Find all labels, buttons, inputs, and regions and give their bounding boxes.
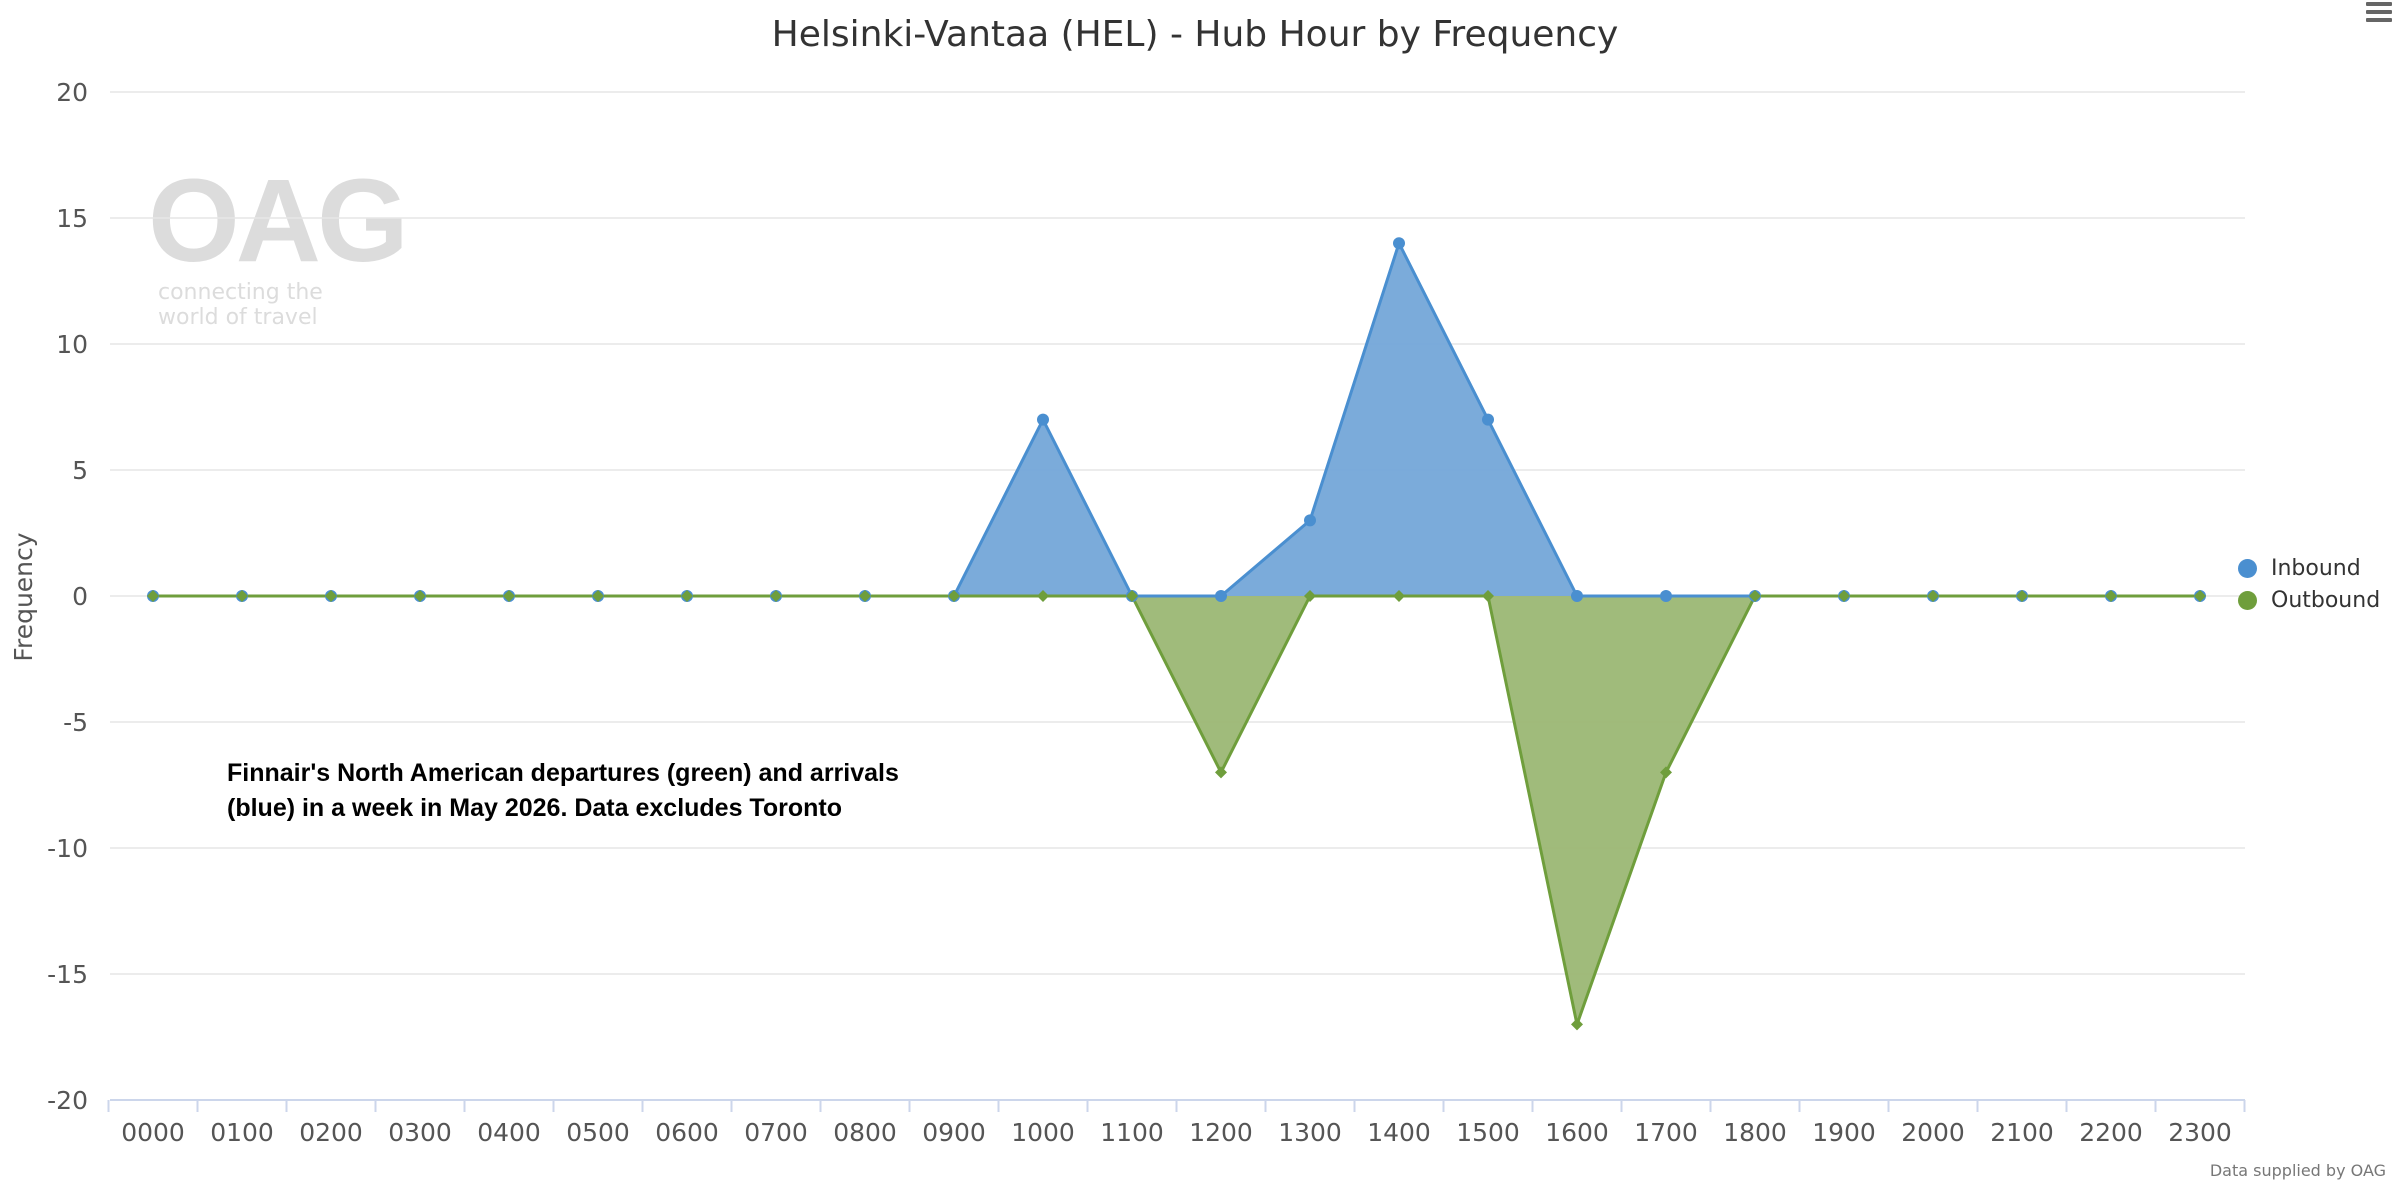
outbound-point bbox=[1126, 590, 1138, 602]
x-tick-label: 1400 bbox=[1367, 1118, 1431, 1147]
x-tick-label: 1100 bbox=[1100, 1118, 1164, 1147]
outbound-point bbox=[2016, 590, 2028, 602]
x-tick-label: 1700 bbox=[1634, 1118, 1698, 1147]
x-tick-label: 2200 bbox=[2079, 1118, 2143, 1147]
x-tick-label: 2100 bbox=[1990, 1118, 2054, 1147]
legend-label-outbound: Outbound bbox=[2271, 587, 2381, 613]
outbound-point bbox=[592, 590, 604, 602]
x-tick-label: 0100 bbox=[210, 1118, 274, 1147]
y-tick-label: 10 bbox=[56, 330, 88, 359]
x-tick-label: 0200 bbox=[299, 1118, 363, 1147]
hamburger-icon[interactable] bbox=[2366, 2, 2392, 22]
x-tick-label: 1600 bbox=[1545, 1118, 1609, 1147]
outbound-point bbox=[770, 590, 782, 602]
outbound-point bbox=[1215, 766, 1227, 779]
x-tick-label: 1800 bbox=[1723, 1118, 1787, 1147]
outbound-point bbox=[1037, 590, 1049, 602]
outbound-point bbox=[1838, 590, 1850, 602]
x-tick-label: 1200 bbox=[1189, 1118, 1253, 1147]
outbound-point bbox=[236, 590, 248, 602]
legend-label-inbound: Inbound bbox=[2271, 555, 2361, 581]
x-tick-label: 0400 bbox=[477, 1118, 541, 1147]
inbound-point bbox=[1660, 590, 1672, 602]
outbound-point bbox=[1304, 590, 1316, 602]
x-tick-label: 2300 bbox=[2168, 1118, 2232, 1147]
data-credit: Data supplied by OAG bbox=[2209, 1161, 2386, 1180]
y-tick-label: 20 bbox=[56, 78, 88, 107]
watermark-tagline-1: connecting the bbox=[158, 280, 323, 305]
x-tick-label: 0300 bbox=[388, 1118, 452, 1147]
x-tick-label: 2000 bbox=[1901, 1118, 1965, 1147]
chart-annotation: Finnair's North American departures (gre… bbox=[227, 756, 899, 826]
y-tick-label: 15 bbox=[56, 204, 88, 233]
legend: Inbound Outbound bbox=[2238, 552, 2380, 616]
outbound-legend-dot bbox=[2238, 590, 2257, 610]
x-tick-label: 1300 bbox=[1278, 1118, 1342, 1147]
outbound-point bbox=[1749, 590, 1761, 602]
inbound-point bbox=[1215, 590, 1227, 602]
outbound-point bbox=[2105, 590, 2117, 602]
x-tick-label: 1500 bbox=[1456, 1118, 1520, 1147]
legend-item-outbound[interactable]: Outbound bbox=[2238, 584, 2380, 616]
outbound-point bbox=[1393, 590, 1405, 602]
x-tick-label: 0500 bbox=[566, 1118, 630, 1147]
y-tick-label: -15 bbox=[47, 960, 88, 989]
outbound-point bbox=[503, 590, 515, 602]
inbound-point bbox=[1482, 413, 1494, 426]
annotation-line-2: (blue) in a week in May 2026. Data exclu… bbox=[227, 794, 842, 822]
inbound-point bbox=[1571, 590, 1583, 602]
outbound-point bbox=[1927, 590, 1939, 602]
outbound-point bbox=[948, 590, 960, 602]
legend-item-inbound[interactable]: Inbound bbox=[2238, 552, 2380, 584]
inbound-line bbox=[153, 239, 2200, 598]
outbound-point bbox=[325, 590, 337, 602]
x-tick-label: 0000 bbox=[121, 1118, 185, 1147]
y-tick-label: -20 bbox=[47, 1086, 88, 1115]
inbound-legend-dot bbox=[2238, 558, 2257, 578]
x-tick-label: 0600 bbox=[655, 1118, 719, 1147]
oag-watermark: OAG connecting the world of travel bbox=[148, 155, 409, 330]
y-tick-label: -5 bbox=[63, 708, 88, 737]
y-tick-label: 0 bbox=[72, 582, 88, 611]
watermark-tagline-2: world of travel bbox=[158, 305, 318, 330]
annotation-line-1: Finnair's North American departures (gre… bbox=[227, 759, 899, 787]
x-tick-label: 0900 bbox=[922, 1118, 986, 1147]
outbound-point bbox=[1482, 590, 1494, 602]
y-axis-label: Frequency bbox=[9, 532, 38, 661]
x-tick-label: 0700 bbox=[744, 1118, 808, 1147]
inbound-area bbox=[153, 243, 2200, 596]
outbound-point bbox=[1571, 1018, 1583, 1031]
watermark-logo: OAG bbox=[148, 155, 409, 287]
outbound-point bbox=[147, 590, 159, 602]
y-tick-label: 5 bbox=[72, 456, 88, 485]
outbound-point bbox=[1660, 766, 1672, 779]
inbound-point bbox=[1037, 413, 1049, 426]
x-tick-label: 1000 bbox=[1011, 1118, 1075, 1147]
outbound-area bbox=[153, 596, 2200, 1025]
inbound-point bbox=[1304, 514, 1316, 527]
x-tick-label: 0800 bbox=[833, 1118, 897, 1147]
outbound-point bbox=[2194, 590, 2206, 602]
chart-title: Helsinki-Vantaa (HEL) - Hub Hour by Freq… bbox=[771, 14, 1619, 55]
inbound-point bbox=[1393, 237, 1405, 250]
x-tick-label: 1900 bbox=[1812, 1118, 1876, 1147]
outbound-line bbox=[153, 594, 2200, 1030]
outbound-point bbox=[859, 590, 871, 602]
outbound-point bbox=[681, 590, 693, 602]
y-tick-label: -10 bbox=[47, 834, 88, 863]
outbound-point bbox=[414, 590, 426, 602]
